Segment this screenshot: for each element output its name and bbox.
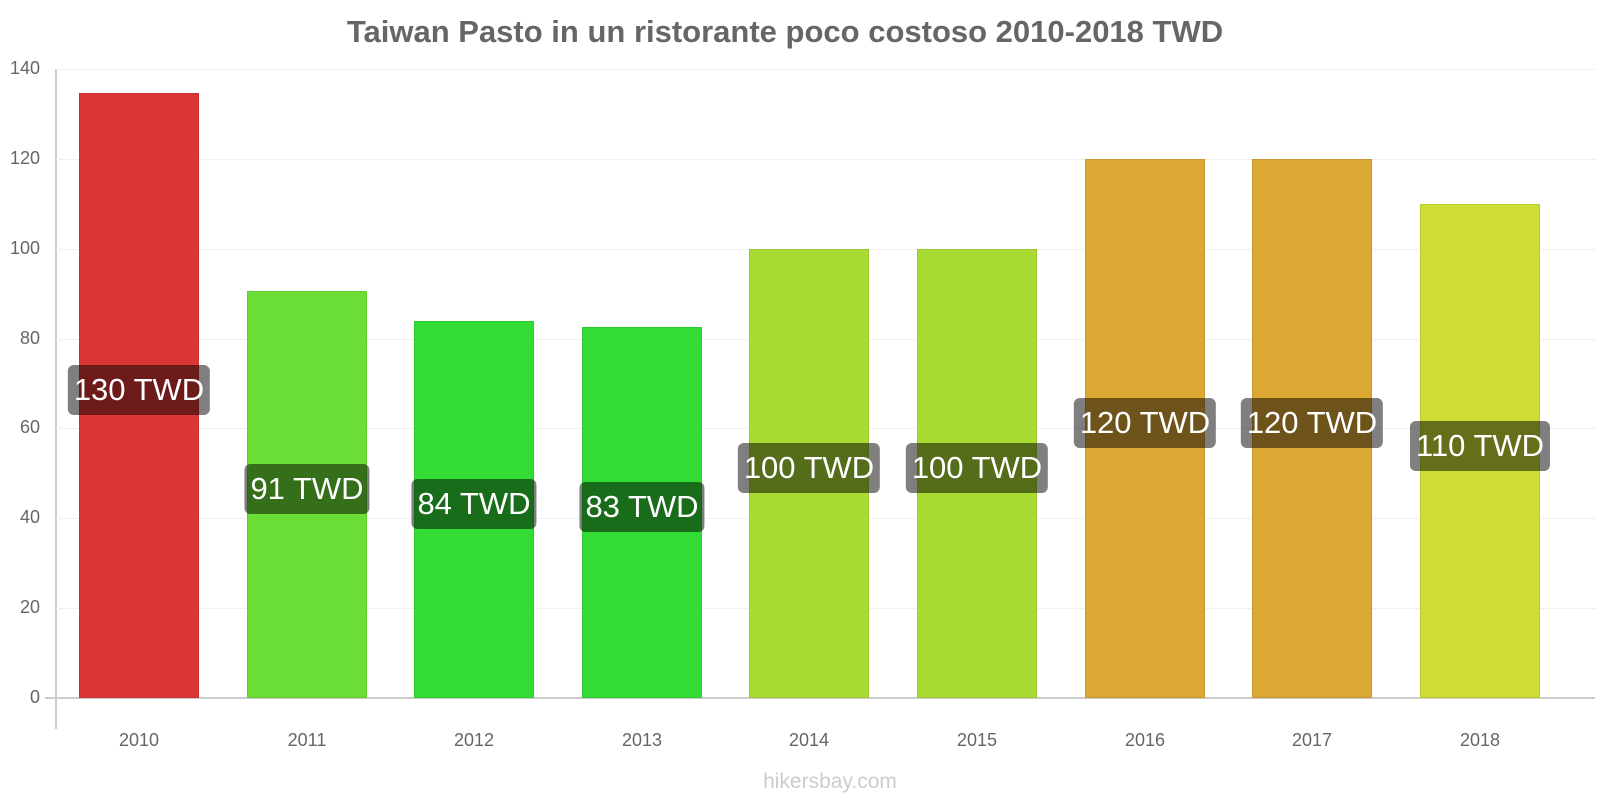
y-tick-label: 60 — [19, 417, 40, 437]
data-label: 91 TWD — [244, 464, 370, 514]
data-label: 120 TWD — [1240, 398, 1384, 448]
x-tick-label: 2018 — [1459, 730, 1501, 750]
source-watermark: hikersbay.com — [763, 770, 897, 793]
y-tick-label: 20 — [19, 597, 40, 617]
y-axis-line — [55, 69, 57, 729]
y-tick-label: 100 — [9, 238, 40, 258]
x-axis-line — [45, 697, 1595, 699]
x-tick-label: 2011 — [287, 730, 327, 750]
x-tick-label: 2013 — [621, 730, 663, 750]
x-tick-label: 2016 — [1124, 730, 1166, 750]
data-label: 84 TWD — [411, 479, 537, 529]
data-label: 130 TWD — [67, 365, 211, 415]
gridline — [56, 69, 1596, 70]
data-label: 110 TWD — [1409, 421, 1551, 471]
y-tick-label: 80 — [19, 328, 40, 348]
x-tick-label: 2014 — [788, 730, 830, 750]
x-tick-label: 2012 — [453, 730, 495, 750]
x-tick-label: 2017 — [1291, 730, 1333, 750]
data-label: 100 TWD — [905, 443, 1049, 493]
y-tick-label: 40 — [19, 507, 40, 527]
y-tick-label: 0 — [29, 687, 40, 707]
x-tick-label: 2015 — [956, 730, 998, 750]
data-label: 120 TWD — [1073, 398, 1217, 448]
y-tick-label: 140 — [9, 58, 40, 78]
x-tick-label: 2010 — [118, 730, 160, 750]
data-label: 100 TWD — [737, 443, 881, 493]
y-tick-label: 120 — [9, 148, 40, 168]
chart-title: Taiwan Pasto in un ristorante poco costo… — [346, 14, 1224, 49]
data-label: 83 TWD — [579, 482, 705, 532]
gridline — [56, 159, 1596, 160]
